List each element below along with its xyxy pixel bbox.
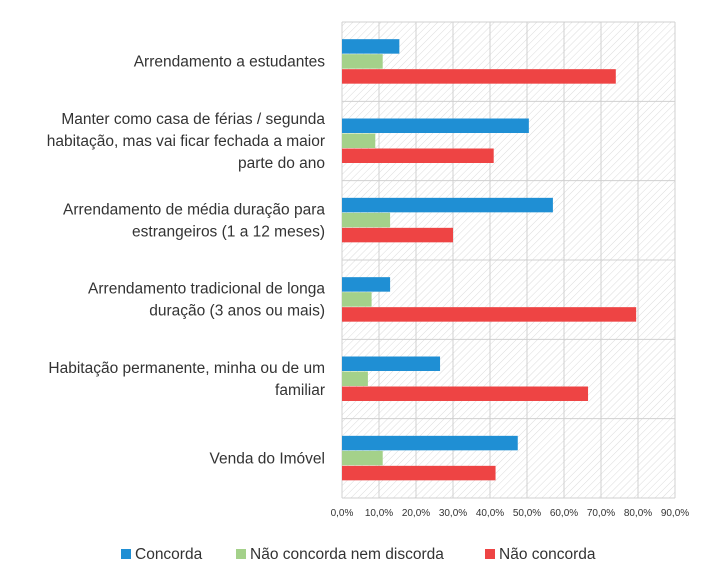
bar-concorda <box>342 435 518 451</box>
category-label: Arrendamento de média duração para <box>63 201 325 218</box>
x-tick-label: 80,0% <box>624 508 652 519</box>
legend-item: Não concorda nem discorda <box>236 546 444 563</box>
legend-swatch <box>121 549 131 559</box>
legend-label: Concorda <box>135 546 203 563</box>
legend-label: Não concorda nem discorda <box>250 546 444 563</box>
legend-swatch <box>236 549 246 559</box>
bar-nao-concorda <box>342 307 637 322</box>
category-label: habitação, mas vai ficar fechada a maior <box>47 133 325 150</box>
bar-neutro <box>342 212 391 228</box>
bar-concorda <box>342 277 391 292</box>
category-label: Habitação permanente, minha ou de um <box>48 360 325 377</box>
x-tick-label: 30,0% <box>439 508 467 519</box>
bar-neutro <box>342 133 376 148</box>
x-tick-label: 0,0% <box>331 508 354 519</box>
legend-swatch <box>485 549 495 559</box>
bar-nao-concorda <box>342 148 494 163</box>
bar-nao-concorda <box>342 227 453 243</box>
category-label: parte do ano <box>238 155 325 172</box>
category-label: Arrendamento a estudantes <box>134 54 326 71</box>
category-label: Arrendamento tradicional de longa <box>88 281 325 298</box>
x-tick-label: 40,0% <box>476 508 504 519</box>
bar-concorda <box>342 118 529 133</box>
bar-nao-concorda <box>342 386 589 401</box>
x-tick-label: 10,0% <box>365 508 393 519</box>
category-label: Manter como casa de férias / segunda <box>61 111 325 128</box>
x-tick-label: 50,0% <box>513 508 541 519</box>
x-tick-label: 60,0% <box>550 508 578 519</box>
category-label: Venda do Imóvel <box>210 450 325 467</box>
bar-neutro <box>342 54 383 69</box>
category-label: duração (3 anos ou mais) <box>149 303 325 320</box>
bar-nao-concorda <box>342 69 616 84</box>
bar-nao-concorda <box>342 465 496 481</box>
bar-concorda <box>342 197 553 213</box>
bar-neutro <box>342 371 368 386</box>
x-tick-label: 20,0% <box>402 508 430 519</box>
bar-neutro <box>342 292 372 307</box>
legend-item: Concorda <box>121 546 203 563</box>
legend-label: Não concorda <box>499 546 596 563</box>
bar-concorda <box>342 39 400 54</box>
x-tick-label: 70,0% <box>587 508 615 519</box>
x-tick-label: 90,0% <box>661 508 689 519</box>
bar-neutro <box>342 450 383 466</box>
category-label: estrangeiros (1 a 12 meses) <box>132 223 325 240</box>
bar-concorda <box>342 356 441 371</box>
legend-item: Não concorda <box>485 546 596 563</box>
category-label: familiar <box>275 382 325 399</box>
